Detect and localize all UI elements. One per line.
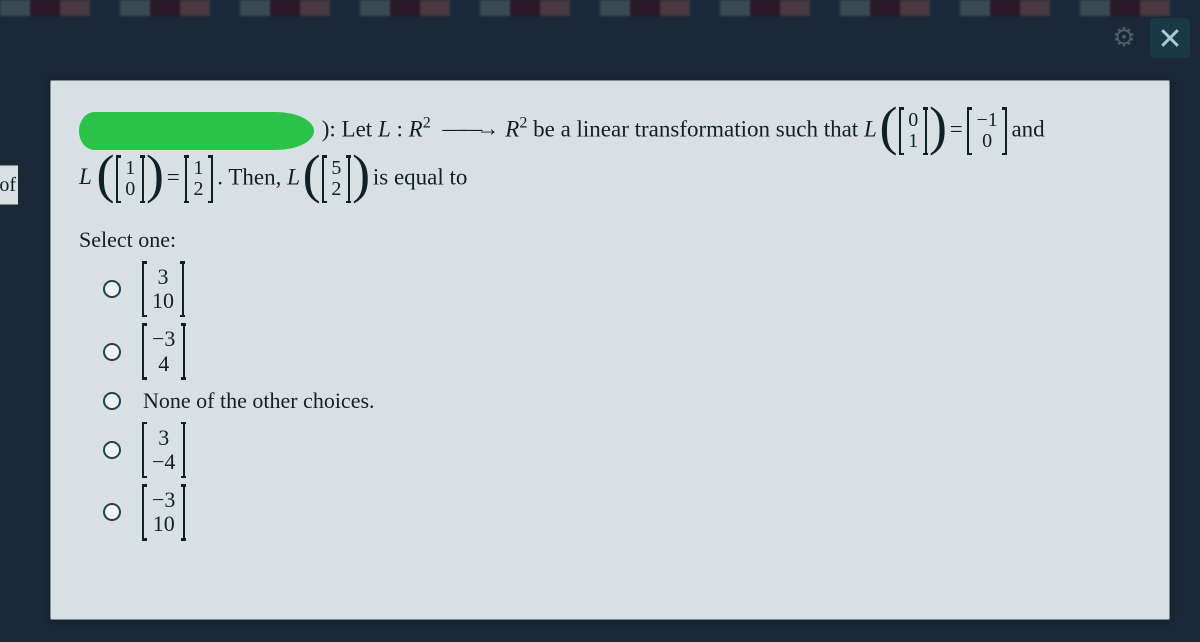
question-line-1: ): Let L : R2 ——→ R2 be a linear transfo… [79, 109, 1141, 153]
text-prefix: ): Let [322, 116, 378, 141]
rparen-icon: ) [352, 156, 370, 194]
arrow-icon: ——→ [443, 111, 494, 148]
option-text: None of the other choices. [143, 388, 375, 414]
domain-exp: 2 [423, 114, 431, 131]
choice-e[interactable]: −310 [103, 486, 1141, 538]
lparen-icon: ( [303, 156, 321, 194]
map-name: L [378, 116, 391, 141]
option-vector: 310 [142, 263, 184, 315]
option-vector: −34 [142, 325, 185, 377]
text-mid: be a linear transformation such that [533, 116, 864, 141]
vector-1-0: 10 [116, 157, 144, 201]
lparen-icon: ( [97, 156, 115, 194]
photo-edge-strip [0, 0, 1200, 16]
choice-d[interactable]: 3−4 [103, 424, 1141, 476]
L-sym-3: L [287, 164, 300, 189]
colon: : [397, 116, 409, 141]
vector-5-2: 52 [322, 157, 350, 201]
domain-R: R [409, 116, 423, 141]
L-sym-2: L [79, 164, 92, 189]
equals-1: = [950, 116, 969, 141]
choice-list: 310 −34 None of the other choices. 3−4 [79, 263, 1141, 539]
option-vector: −310 [142, 486, 185, 538]
codomain-R: R [505, 116, 519, 141]
radio-c[interactable] [103, 392, 121, 410]
codomain-exp: 2 [519, 114, 527, 131]
choice-b[interactable]: −34 [103, 325, 1141, 377]
option-vector: 3−4 [142, 424, 185, 476]
radio-b[interactable] [103, 343, 121, 361]
rparen-icon: ) [146, 156, 164, 194]
tail-text: is equal to [373, 164, 468, 189]
choice-a[interactable]: 310 [103, 263, 1141, 315]
rparen-icon: ) [929, 108, 947, 146]
radio-d[interactable] [103, 441, 121, 459]
then-word: . Then, [217, 164, 287, 189]
L-sym-1: L [864, 116, 877, 141]
radio-e[interactable] [103, 503, 121, 521]
equals-2: = [167, 164, 186, 189]
settings-icon: ⚙ [1104, 18, 1144, 58]
and-word: and [1011, 116, 1044, 141]
lparen-icon: ( [879, 108, 897, 146]
question-panel: ): Let L : R2 ——→ R2 be a linear transfo… [50, 80, 1170, 620]
choice-c[interactable]: None of the other choices. [103, 388, 1141, 414]
select-one-label: Select one: [79, 227, 1141, 253]
radio-a[interactable] [103, 280, 121, 298]
question-line-2: L ( 10 ) = 12 . Then, L ( 52 ) is equal … [79, 157, 1141, 201]
cropped-text-fragment: of [0, 165, 18, 205]
vector-0-1: 01 [899, 109, 927, 153]
vector-1-2: 12 [185, 157, 213, 201]
vector-neg1-0: −10 [967, 109, 1006, 153]
close-icon[interactable] [1150, 18, 1190, 58]
